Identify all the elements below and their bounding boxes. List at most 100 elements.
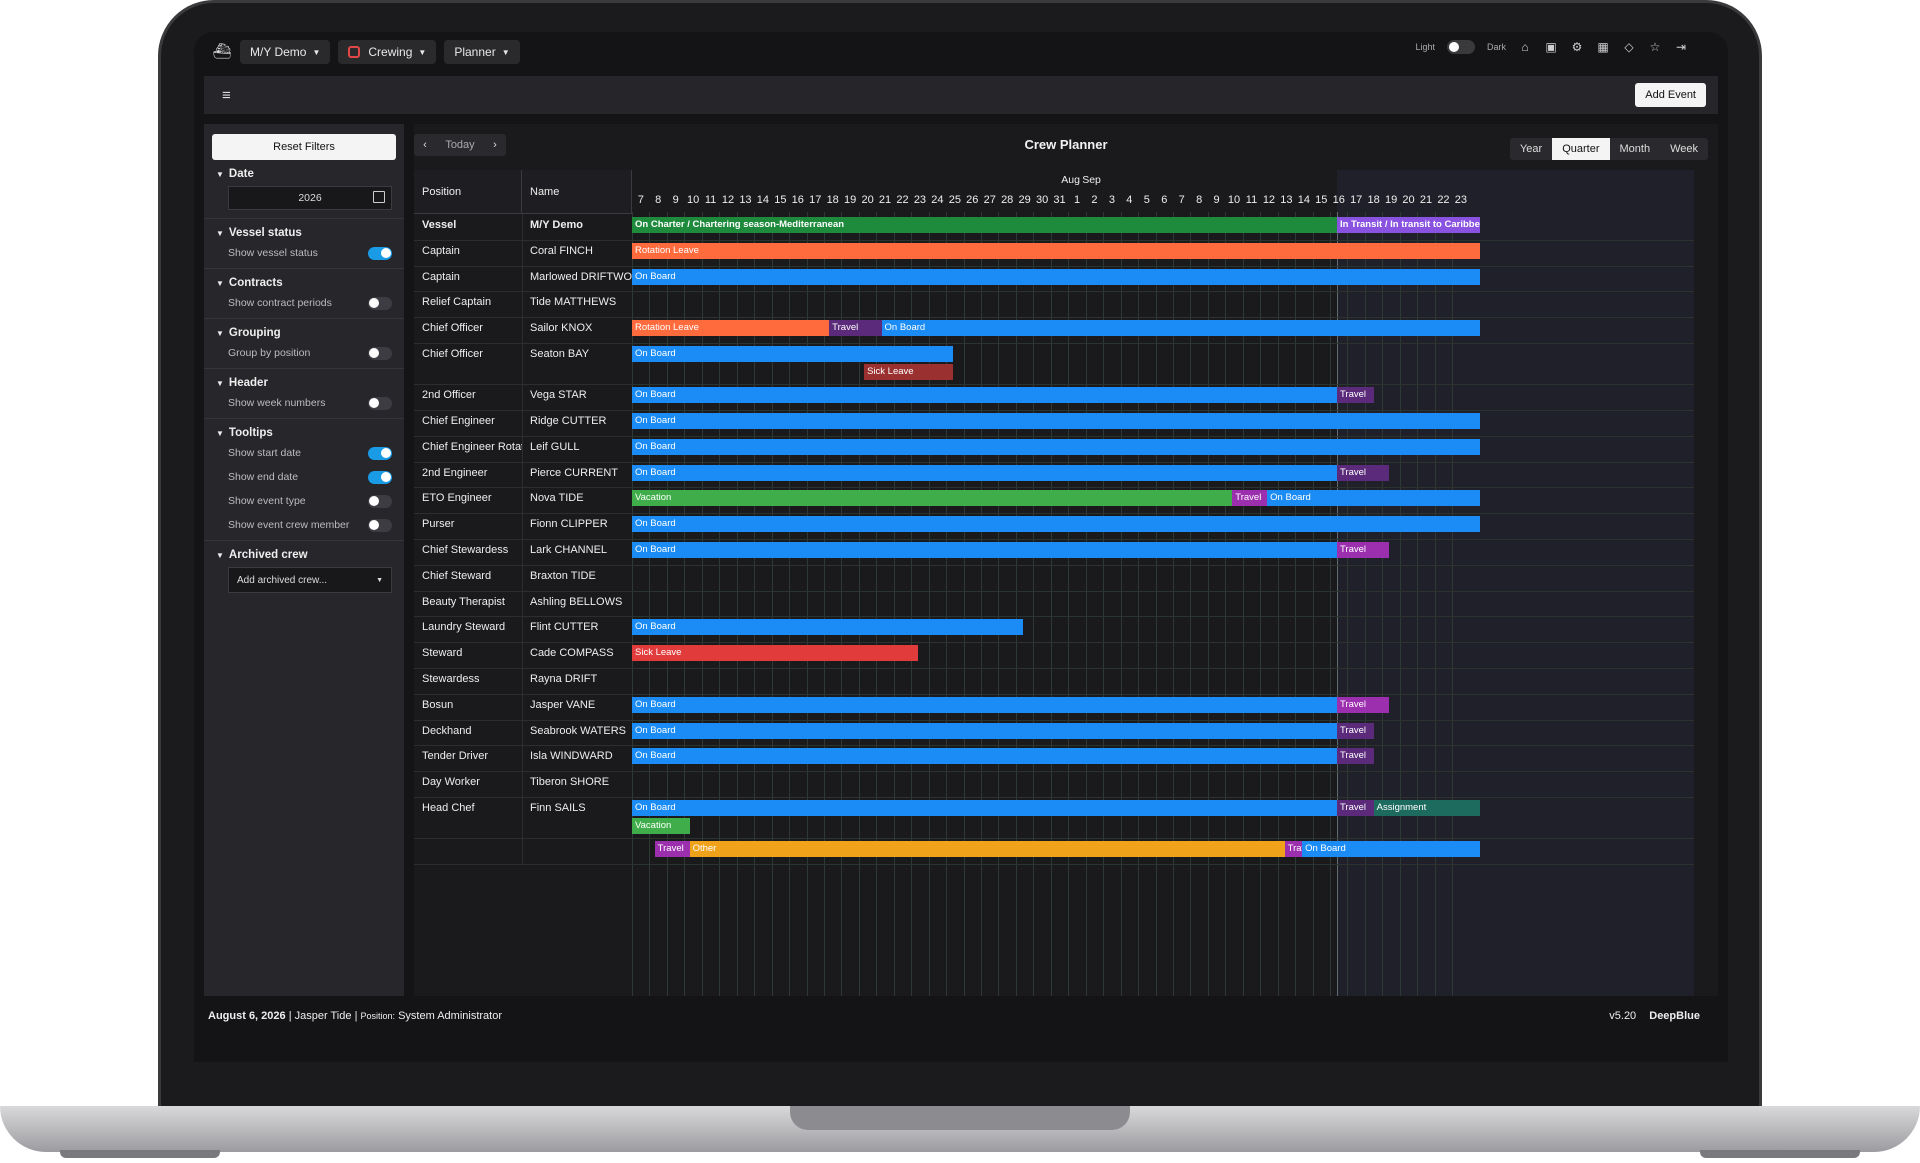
crew-name[interactable]: Ridge CUTTER <box>530 415 607 428</box>
archived-crew-select[interactable]: Add archived crew... ▼ <box>228 567 392 593</box>
event-type-toggle[interactable] <box>368 494 392 508</box>
grouping-toggle[interactable] <box>368 346 392 360</box>
view-tab-year[interactable]: Year <box>1519 143 1543 155</box>
crew-row[interactable] <box>414 838 632 866</box>
crew-row[interactable]: Beauty Therapist Ashling BELLOWS <box>414 590 632 618</box>
vessel-selector[interactable]: M/Y Demo ▼ <box>240 40 331 64</box>
crew-name[interactable]: Lark CHANNEL <box>530 544 608 557</box>
date-section-title[interactable]: ▼ Date <box>216 168 392 180</box>
header-title[interactable]: ▼ Header <box>216 377 392 389</box>
event-bar[interactable]: Travel <box>1336 748 1374 765</box>
event-bar[interactable]: Sick Leave <box>864 364 954 380</box>
event-bar[interactable]: Vacation <box>632 490 1233 507</box>
contracts-title[interactable]: ▼ Contracts <box>216 277 392 289</box>
event-bar[interactable]: On Board <box>632 542 1337 559</box>
calendar-icon[interactable]: ▣ <box>1545 40 1557 54</box>
crew-name[interactable]: Seaton BAY <box>530 348 590 360</box>
event-bar[interactable]: On Board <box>632 722 1337 739</box>
crew-name[interactable]: Ashling BELLOWS <box>530 595 623 608</box>
event-bar[interactable]: Trav <box>1284 841 1303 858</box>
home-icon[interactable]: ⌂ <box>1521 40 1529 54</box>
next-period-button[interactable]: › <box>493 139 497 151</box>
crew-name[interactable]: Cade COMPASS <box>530 647 614 660</box>
event-bar[interactable]: On Board <box>632 516 1481 533</box>
column-header-name[interactable]: Name <box>522 170 632 214</box>
event-bar[interactable]: Travel <box>1336 387 1374 404</box>
event-bar[interactable]: On Board <box>632 696 1337 713</box>
grouping-title[interactable]: ▼ Grouping <box>216 327 392 339</box>
archived-crew-title[interactable]: ▼ Archived crew <box>216 549 392 561</box>
ship-logo-icon[interactable]: ⛴ <box>212 43 232 60</box>
crew-name[interactable]: Isla WINDWARD <box>530 750 613 763</box>
crew-name[interactable]: Rayna DRIFT <box>530 673 598 686</box>
crew-name[interactable]: Coral FINCH <box>530 244 593 257</box>
view-tab-quarter[interactable]: Quarter <box>1552 138 1610 160</box>
hamburger-menu-icon[interactable]: ≡ <box>222 86 231 104</box>
crew-name[interactable]: Fionn CLIPPER <box>530 518 608 531</box>
event-bar[interactable]: Travel <box>1336 464 1390 481</box>
event-bar[interactable]: Rotation Leave <box>632 320 830 337</box>
event-bar[interactable]: In Transit / In transit to Caribbean <box>1336 217 1481 233</box>
star-icon[interactable]: ☆ <box>1649 40 1661 54</box>
prev-period-button[interactable]: ‹ <box>423 139 427 151</box>
event-bar[interactable]: On Board <box>632 748 1337 765</box>
theme-toggle[interactable] <box>1446 40 1475 54</box>
crew-row[interactable]: Head Chef Finn SAILS <box>414 797 632 840</box>
crew-row[interactable]: Tender Driver Isla WINDWARD <box>414 745 632 773</box>
event-bar[interactable]: On Board <box>632 387 1337 404</box>
crew-name[interactable]: Seabrook WATERS <box>530 724 626 737</box>
logout-icon[interactable]: ⇥ <box>1675 40 1687 54</box>
event-bar[interactable]: On Board <box>632 464 1337 481</box>
crew-name[interactable]: Nova TIDE <box>530 492 584 505</box>
crew-row[interactable]: 2nd Engineer Pierce CURRENT <box>414 461 632 489</box>
vessel-row[interactable]: Vessel M/Y Demo <box>414 214 632 241</box>
event-bar[interactable]: On Board <box>632 413 1481 430</box>
event-bar[interactable]: On Board <box>632 438 1481 455</box>
event-bar[interactable]: Vacation <box>632 818 690 835</box>
event-bar[interactable]: Travel <box>829 320 882 337</box>
crew-row[interactable]: Chief Officer Seaton BAY <box>414 343 632 386</box>
crew-row[interactable]: Steward Cade COMPASS <box>414 642 632 670</box>
diamond-icon[interactable]: ◇ <box>1624 40 1634 54</box>
gear-icon[interactable]: ⚙ <box>1571 40 1583 54</box>
crew-row[interactable]: ETO Engineer Nova TIDE <box>414 487 632 515</box>
event-bar[interactable]: On Board <box>632 346 954 362</box>
view-selector[interactable]: Planner ▼ <box>444 40 520 64</box>
end-date-toggle[interactable] <box>368 470 392 484</box>
event-bar[interactable]: Travel <box>1336 696 1390 713</box>
event-bar[interactable]: On Board <box>881 320 1481 337</box>
crew-row[interactable]: 2nd Officer Vega STAR <box>414 384 632 412</box>
event-bar[interactable]: Travel <box>1336 722 1374 739</box>
event-bar[interactable]: Travel <box>1336 800 1374 817</box>
vessel-status-toggle[interactable] <box>368 246 392 260</box>
module-selector[interactable]: Crewing ▼ <box>338 40 437 64</box>
event-bar[interactable]: Assignment <box>1373 800 1481 817</box>
crew-row[interactable]: Captain Marlowed DRIFTWOOD <box>414 265 632 293</box>
view-tab-month[interactable]: Month <box>1619 143 1651 155</box>
crew-name[interactable]: Jasper VANE <box>530 698 596 711</box>
crew-name[interactable]: Tide MATTHEWS <box>530 296 617 309</box>
column-header-position[interactable]: Position <box>414 170 522 214</box>
crew-row[interactable]: Purser Fionn CLIPPER <box>414 513 632 541</box>
start-date-toggle[interactable] <box>368 446 392 460</box>
crew-name[interactable]: Pierce CURRENT <box>530 466 619 479</box>
event-bar[interactable]: On Charter / Chartering season-Mediterra… <box>632 217 1337 233</box>
crew-name[interactable]: Flint CUTTER <box>530 621 599 634</box>
date-field[interactable]: 2026 <box>228 186 392 210</box>
crew-row[interactable]: Chief Engineer Ridge CUTTER <box>414 410 632 437</box>
view-tab-week[interactable]: Week <box>1670 143 1698 155</box>
crew-row[interactable]: Stewardess Rayna DRIFT <box>414 668 632 695</box>
tooltips-title[interactable]: ▼ Tooltips <box>216 427 392 439</box>
crew-name[interactable]: M/Y Demo <box>530 219 583 231</box>
event-bar[interactable]: Sick Leave <box>632 645 919 662</box>
grid-icon[interactable]: ▦ <box>1597 40 1609 54</box>
event-bar[interactable]: Other <box>689 841 1285 858</box>
add-event-button[interactable]: Add Event <box>1635 83 1706 107</box>
event-member-toggle[interactable] <box>368 518 392 532</box>
event-bar[interactable]: On Board <box>1302 841 1481 858</box>
event-bar[interactable]: Rotation Leave <box>632 242 1481 259</box>
crew-row[interactable]: Chief Steward Braxton TIDE <box>414 564 632 592</box>
event-bar[interactable]: On Board <box>1267 490 1481 507</box>
event-bar[interactable]: Travel <box>654 841 690 858</box>
crew-row[interactable]: Laundry Steward Flint CUTTER <box>414 616 632 644</box>
